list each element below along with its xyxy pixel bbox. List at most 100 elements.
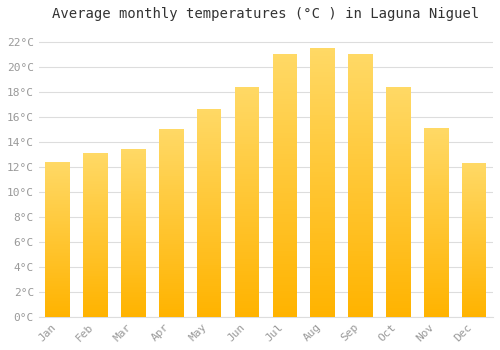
Bar (46, 315, 70, 317)
Bar (84, 171, 108, 173)
Bar (159, 140, 184, 142)
Bar (272, 312, 297, 314)
Bar (121, 280, 146, 282)
Bar (197, 180, 222, 182)
Bar (159, 278, 184, 279)
Bar (386, 183, 410, 186)
Bar (424, 137, 448, 139)
Bar (234, 268, 260, 271)
Bar (424, 203, 448, 205)
Bar (386, 103, 410, 105)
Bar (234, 165, 260, 167)
Bar (462, 204, 486, 206)
Bar (84, 182, 108, 184)
Bar (424, 172, 448, 173)
Bar (159, 193, 184, 195)
Bar (310, 244, 335, 247)
Bar (197, 252, 222, 254)
Bar (234, 296, 260, 299)
Bar (348, 72, 373, 75)
Bar (234, 236, 260, 239)
Bar (462, 249, 486, 251)
Bar (234, 285, 260, 287)
Bar (310, 295, 335, 298)
Bar (46, 298, 70, 300)
Bar (348, 267, 373, 270)
Bar (234, 124, 260, 126)
Bar (424, 149, 448, 150)
Bar (462, 235, 486, 237)
Bar (121, 173, 146, 174)
Bar (348, 138, 373, 141)
Bar (159, 216, 184, 217)
Bar (424, 198, 448, 200)
Bar (46, 180, 70, 182)
Bar (197, 203, 222, 205)
Bar (159, 135, 184, 136)
Bar (84, 202, 108, 204)
Bar (310, 287, 335, 290)
Bar (197, 290, 222, 292)
Bar (386, 98, 410, 100)
Bar (310, 61, 335, 64)
Bar (348, 120, 373, 122)
Bar (272, 209, 297, 212)
Bar (84, 169, 108, 171)
Bar (310, 93, 335, 96)
Bar (159, 249, 184, 251)
Bar (159, 242, 184, 244)
Bar (197, 306, 222, 308)
Bar (234, 126, 260, 128)
Bar (121, 243, 146, 245)
Bar (234, 255, 260, 257)
Bar (348, 88, 373, 91)
Bar (272, 78, 297, 80)
Bar (310, 190, 335, 193)
Bar (234, 211, 260, 213)
Bar (386, 301, 410, 303)
Bar (159, 266, 184, 268)
Bar (234, 271, 260, 273)
Bar (348, 198, 373, 201)
Bar (424, 300, 448, 302)
Bar (197, 257, 222, 259)
Bar (348, 306, 373, 309)
Bar (272, 228, 297, 230)
Bar (462, 218, 486, 220)
Bar (272, 243, 297, 246)
Bar (84, 207, 108, 209)
Bar (386, 312, 410, 315)
Bar (348, 238, 373, 240)
Bar (386, 91, 410, 93)
Bar (348, 240, 373, 243)
Bar (348, 183, 373, 186)
Bar (462, 180, 486, 181)
Bar (234, 169, 260, 172)
Bar (159, 270, 184, 272)
Bar (84, 245, 108, 246)
Bar (272, 83, 297, 86)
Bar (348, 177, 373, 180)
Bar (386, 239, 410, 241)
Bar (462, 301, 486, 303)
Bar (348, 275, 373, 278)
Bar (234, 227, 260, 229)
Bar (424, 134, 448, 135)
Bar (424, 192, 448, 194)
Bar (386, 195, 410, 197)
Bar (234, 278, 260, 280)
Bar (462, 292, 486, 294)
Bar (121, 250, 146, 251)
Bar (84, 192, 108, 194)
Bar (159, 232, 184, 234)
Bar (159, 234, 184, 236)
Bar (197, 205, 222, 207)
Bar (197, 163, 222, 165)
Bar (121, 290, 146, 292)
Bar (46, 225, 70, 227)
Bar (310, 293, 335, 295)
Bar (462, 191, 486, 192)
Bar (310, 193, 335, 196)
Bar (84, 215, 108, 217)
Bar (386, 149, 410, 151)
